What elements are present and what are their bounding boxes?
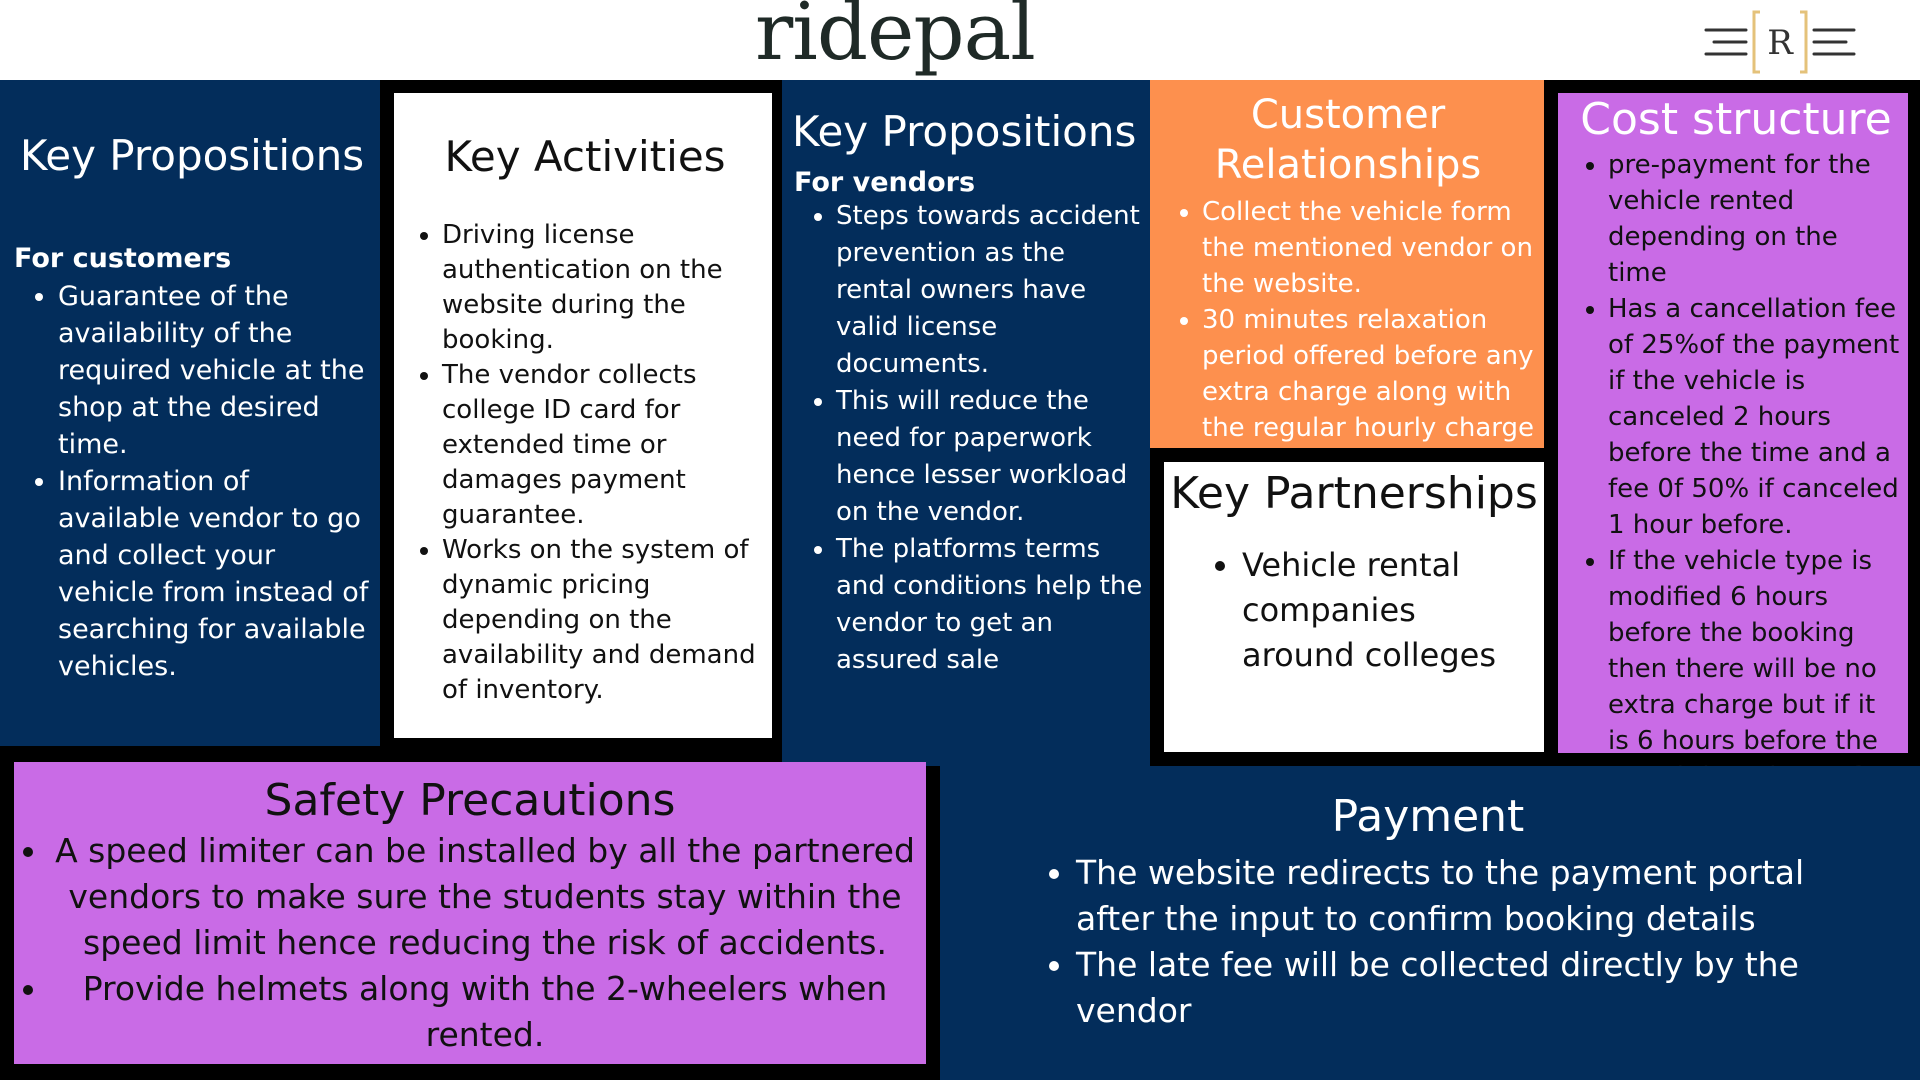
customers-list: Guarantee of the availability of the req… <box>14 278 370 685</box>
customer-relationships-title-line1: Customer <box>1250 92 1446 138</box>
key-propositions-vendors-panel: Key Propositions For vendors Steps towar… <box>782 80 1150 766</box>
key-activities-title: Key Activities <box>444 132 726 181</box>
list-item: Driving license authentication on the we… <box>442 218 768 358</box>
list-item: A speed limiter can be installed by all … <box>50 828 920 966</box>
key-propositions-customers-panel: Key Propositions For customers Guarantee… <box>0 80 380 746</box>
key-activities-list: Driving license authentication on the we… <box>402 218 768 708</box>
vendors-list: Steps towards accident prevention as the… <box>792 198 1144 679</box>
list-item: Information of available vendor to go an… <box>58 463 370 685</box>
list-item: Guarantee of the availability of the req… <box>58 278 370 463</box>
list-item: The platforms terms and conditions help … <box>836 531 1144 679</box>
cost-structure-panel: Cost structure pre-payment for the vehic… <box>1558 93 1908 864</box>
list-item: The late fee will be collected directly … <box>1076 942 1880 1034</box>
header: ridepal R <box>0 0 1920 80</box>
customer-relationships-list: Collect the vehicle form the mentioned v… <box>1158 194 1538 446</box>
list-item: Has a cancellation fee of 25%of the paym… <box>1608 291 1904 543</box>
list-item: This will reduce the need for paperwork … <box>836 383 1144 531</box>
payment-title: Payment <box>1331 791 1525 842</box>
payment-panel: Payment The website redirects to the pay… <box>940 766 1920 1080</box>
key-partnerships-title: Key Partnerships <box>1170 468 1538 519</box>
cost-structure-list: pre-payment for the vehicle rented depen… <box>1568 147 1904 867</box>
list-item: pre-payment for the vehicle rented depen… <box>1608 147 1904 291</box>
key-partnerships-panel: Key Partnerships Vehicle rental companie… <box>1164 462 1544 752</box>
key-propositions-customers-title: Key Propositions <box>19 131 365 180</box>
safety-precautions-list: A speed limiter can be installed by all … <box>20 828 920 1058</box>
list-item: The vendor collects college ID card for … <box>442 358 768 533</box>
brand-wordmark: ridepal <box>755 0 1036 78</box>
safety-precautions-title: Safety Precautions <box>264 775 676 826</box>
vendors-subtitle: For vendors <box>794 166 976 198</box>
logo-letter: R <box>1767 23 1794 63</box>
list-item: The website redirects to the payment por… <box>1076 850 1880 942</box>
list-item: Provide helmets along with the 2-wheeler… <box>50 966 920 1058</box>
list-item: Collect the vehicle form the mentioned v… <box>1202 194 1538 302</box>
list-item: Steps towards accident prevention as the… <box>836 198 1144 383</box>
key-propositions-vendors-title: Key Propositions <box>792 107 1137 156</box>
customers-subtitle: For customers <box>14 242 232 274</box>
list-item: Works on the system of dynamic pricing d… <box>442 533 768 708</box>
list-item: Vehicle rental companies around colleges <box>1242 543 1538 678</box>
safety-precautions-panel: Safety Precautions A speed limiter can b… <box>14 762 926 1064</box>
customer-relationships-panel: Customer Relationships Collect the vehic… <box>1150 80 1544 448</box>
customer-relationships-title-line2: Relationships <box>1214 142 1482 188</box>
list-item: 30 minutes relaxation period offered bef… <box>1202 302 1538 446</box>
key-partnerships-list: Vehicle rental companies around colleges <box>1170 543 1538 678</box>
cost-structure-title: Cost structure <box>1580 94 1892 145</box>
key-activities-panel: Key Activities Driving license authentic… <box>394 93 772 738</box>
payment-list: The website redirects to the payment por… <box>976 850 1880 1034</box>
logo-icon: R <box>1704 10 1856 74</box>
